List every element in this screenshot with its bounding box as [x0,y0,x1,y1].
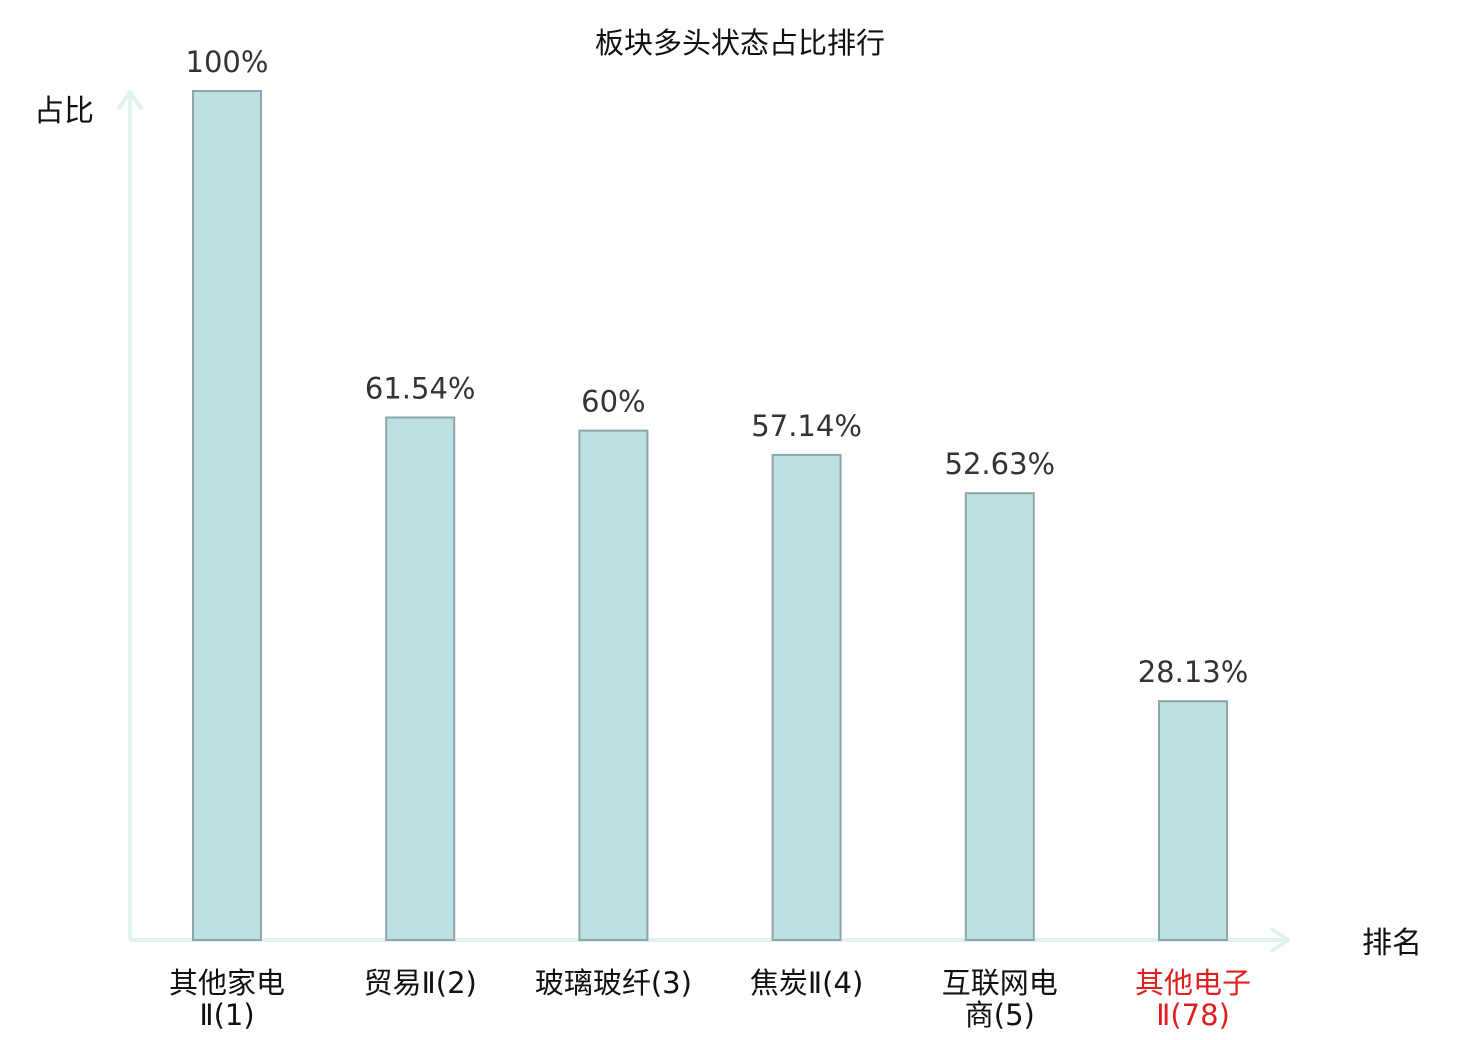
bar [192,90,262,941]
bar [385,416,456,941]
bar [771,453,842,941]
chart-title: 板块多头状态占比排行 [595,26,885,60]
category-labels-group: 其他家电 Ⅱ(1)贸易Ⅱ(2) 玻璃玻纤(3) 焦炭Ⅱ(4) 互联网电商(5)其他电子 Ⅱ… [169,966,1251,1032]
value-labels-group: 100% 61.54% 60% 57.14% 52.63% 28.13% [186,45,1249,689]
category-label-line: 贸易Ⅱ(2) [364,966,477,1000]
x-axis-label: 排名 [1362,926,1422,961]
y-axis [117,90,143,940]
category-label-line: 玻璃玻纤(3) [535,966,692,1000]
bar [578,429,649,941]
bar-value-label: 100% [186,45,269,79]
bar-value-label: 61.54% [365,372,476,406]
category-label-line: 其他家电 [169,966,285,1000]
category-label-line: 商(5) [965,998,1035,1032]
category-label-line: Ⅱ(1) [199,998,254,1032]
category-label-line: Ⅱ(78) [1156,998,1230,1032]
bar [1158,700,1228,942]
bar-value-label: 60% [581,385,645,419]
category-label-line: 其他电子 [1135,966,1251,1000]
category-label-line: 焦炭Ⅱ(4) [750,966,863,1000]
category-label: 其他电子 Ⅱ(78) [1135,966,1251,1032]
category-label: 焦炭Ⅱ(4) [750,966,863,1000]
category-label: 贸易Ⅱ(2) [364,966,477,1000]
bar-value-label: 28.13% [1138,655,1249,689]
category-label: 其他家电 Ⅱ(1) [169,966,285,1032]
bar [964,492,1035,941]
category-label: 玻璃玻纤(3) [535,966,692,1000]
x-axis [130,927,1290,953]
category-label-line: 互联网电 [942,966,1058,1000]
bars-group [192,90,1228,942]
bar-value-label: 57.14% [751,409,862,443]
category-label: 互联网电商(5) [942,966,1058,1032]
bar-value-label: 52.63% [945,447,1056,481]
y-axis-label: 占比 [34,94,94,129]
